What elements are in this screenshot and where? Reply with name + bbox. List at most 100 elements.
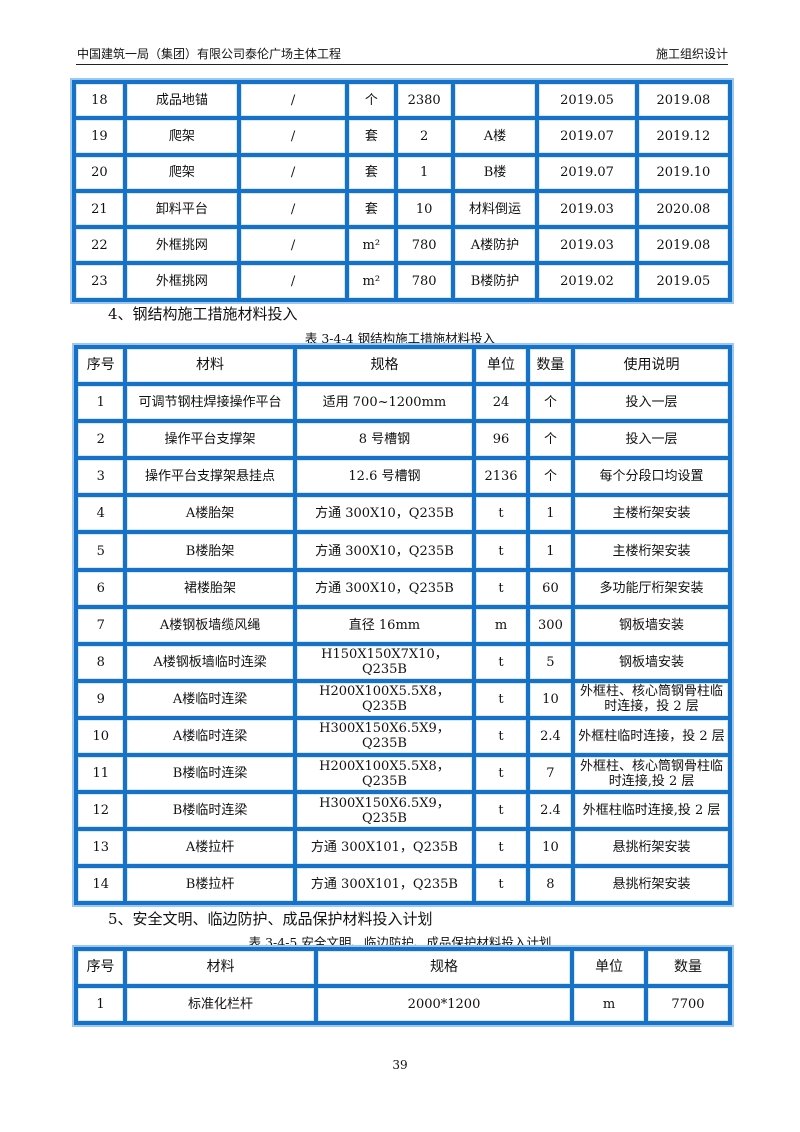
table-cell: t (476, 682, 526, 716)
table-cell: 12.6 号槽钢 (296, 460, 473, 494)
column-header: 材料 (127, 951, 314, 984)
table-cell: 780 (397, 229, 451, 262)
table-cell: 10 (529, 682, 572, 716)
table-cell: 21 (76, 192, 123, 226)
table-row: 20 爬架 / 套 1 B楼 2019.07 2019.10 (76, 156, 728, 189)
table-cell: 1 (529, 534, 572, 568)
table-3-4-4-caption: 表 3-4-4 钢结构施工措施材料投入 (304, 331, 496, 346)
table-cell: 个 (529, 423, 572, 457)
table-cell: 19 (76, 120, 123, 153)
table-cell: 外框柱、核心筒钢骨柱临时连接,投 2 层 (575, 757, 728, 791)
table-row: 23 外框挑网 / m² 780 B楼防护 2019.02 2019.05 (76, 265, 728, 298)
table-cell: 套 (349, 156, 394, 189)
header-rule (76, 64, 728, 65)
table-cell: 6 (78, 571, 124, 605)
page-number: 39 (392, 1058, 408, 1072)
table-cell: 方通 300X10，Q235B (296, 497, 473, 531)
table-cell: / (241, 192, 346, 226)
table-cell: 60 (529, 571, 572, 605)
table-cell: 材料倒运 (454, 192, 536, 226)
table-cell: t (476, 497, 526, 531)
column-header: 数量 (529, 349, 572, 383)
table-cell: 主楼桁架安装 (575, 497, 728, 531)
table-cell (454, 84, 536, 117)
table-cell: 直径 16mm (296, 608, 473, 642)
section-5-heading: 5、安全文明、临边防护、成品保护材料投入计划 (108, 910, 433, 928)
table-cell: 24 (476, 386, 526, 420)
table-cell: A楼临时连梁 (127, 719, 293, 754)
table-row: 18 成品地锚 / 个 2380 2019.05 2019.08 (76, 84, 728, 117)
table-cell: 2019.12 (638, 120, 728, 153)
table-row: 21 卸料平台 / 套 10 材料倒运 2019.03 2020.08 (76, 192, 728, 226)
table-cell: 1 (397, 156, 451, 189)
table-row: 14 B楼拉杆 方通 300X101，Q235B t 8 悬挑桁架安装 (78, 868, 728, 902)
table-cell: 14 (78, 868, 124, 902)
table-cell: A楼钢板墙临时连梁 (127, 645, 293, 679)
table-cell: t (476, 719, 526, 754)
table-cell: 20 (76, 156, 123, 189)
table-cell: 外框挑网 (126, 265, 238, 298)
table-cell: m² (349, 265, 394, 298)
table-cell: 爬架 (126, 120, 238, 153)
table-cell: 2019.03 (539, 229, 635, 262)
table-cell: 9 (78, 682, 124, 716)
table-cell: 7700 (647, 988, 728, 1021)
table-cell: 钢板墙安装 (575, 645, 728, 679)
table-header-row: 序号 材料 规格 单位 数量 使用说明 (78, 349, 728, 383)
column-header: 序号 (78, 349, 124, 383)
table-cell: m² (349, 229, 394, 262)
table-cell: B楼胎架 (127, 534, 293, 568)
table-cell: 2380 (397, 84, 451, 117)
table-cell: 悬挑桁架安装 (575, 831, 728, 865)
table-cell: 外框挑网 (126, 229, 238, 262)
table-cell: 可调节钢柱焊接操作平台 (127, 386, 293, 420)
table-cell: 7 (529, 757, 572, 791)
table-cell: 13 (78, 831, 124, 865)
table-cell: 22 (76, 229, 123, 262)
table-cell: 2019.05 (638, 265, 728, 298)
table-cell: 外框柱、核心筒钢骨柱临时连接，投 2 层 (575, 682, 728, 716)
table-cell: 裙楼胎架 (127, 571, 293, 605)
table-row: 5 B楼胎架 方通 300X10，Q235B t 1 主楼桁架安装 (78, 534, 728, 568)
table-cell: 96 (476, 423, 526, 457)
table-cell: 标准化栏杆 (127, 988, 314, 1021)
table-cell: 个 (529, 386, 572, 420)
table-cell: 投入一层 (575, 423, 728, 457)
table-cell: 方通 300X10，Q235B (296, 534, 473, 568)
table-safety-materials: 序号 材料 规格 单位 数量 1 标准化栏杆 2000*1200 m 7700 (72, 945, 734, 1027)
column-header: 使用说明 (575, 349, 728, 383)
table-cell: A楼胎架 (127, 497, 293, 531)
table-cell: A楼钢板墙缆风绳 (127, 608, 293, 642)
table-cell: 卸料平台 (126, 192, 238, 226)
table-cell: 12 (78, 794, 124, 828)
table-cell: 2020.08 (638, 192, 728, 226)
table-cell: 2019.03 (539, 192, 635, 226)
table-cell: A楼防护 (454, 229, 536, 262)
table-cell: 钢板墙安装 (575, 608, 728, 642)
table-cell: t (476, 868, 526, 902)
table-cell: 套 (349, 192, 394, 226)
table-cell: B楼临时连梁 (127, 757, 293, 791)
table-row: 4 A楼胎架 方通 300X10，Q235B t 1 主楼桁架安装 (78, 497, 728, 531)
table-cell: t (476, 534, 526, 568)
table-row: 19 爬架 / 套 2 A楼 2019.07 2019.12 (76, 120, 728, 153)
table-cell: 投入一层 (575, 386, 728, 420)
table-cell: H300X150X6.5X9，Q235B (296, 719, 473, 754)
table-cell: 10 (78, 719, 124, 754)
table-cell: 个 (529, 460, 572, 494)
table-row: 1 可调节钢柱焊接操作平台 适用 700~1200mm 24 个投入一层 (78, 386, 728, 420)
table-cell: 5 (529, 645, 572, 679)
table-cell: H150X150X7X10，Q235B (296, 645, 473, 679)
table-cell: 2000*1200 (317, 988, 571, 1021)
column-header: 材料 (127, 349, 293, 383)
table-row: 22 外框挑网 / m² 780 A楼防护 2019.03 2019.08 (76, 229, 728, 262)
table-cell: 多功能厅桁架安装 (575, 571, 728, 605)
column-header: 单位 (574, 951, 644, 984)
table-cell: 每个分段口均设置 (575, 460, 728, 494)
table-cell: m (476, 608, 526, 642)
table-cell: t (476, 831, 526, 865)
table-cell: H300X150X6.5X9，Q235B (296, 794, 473, 828)
table-cell: 爬架 (126, 156, 238, 189)
table-cell: 300 (529, 608, 572, 642)
